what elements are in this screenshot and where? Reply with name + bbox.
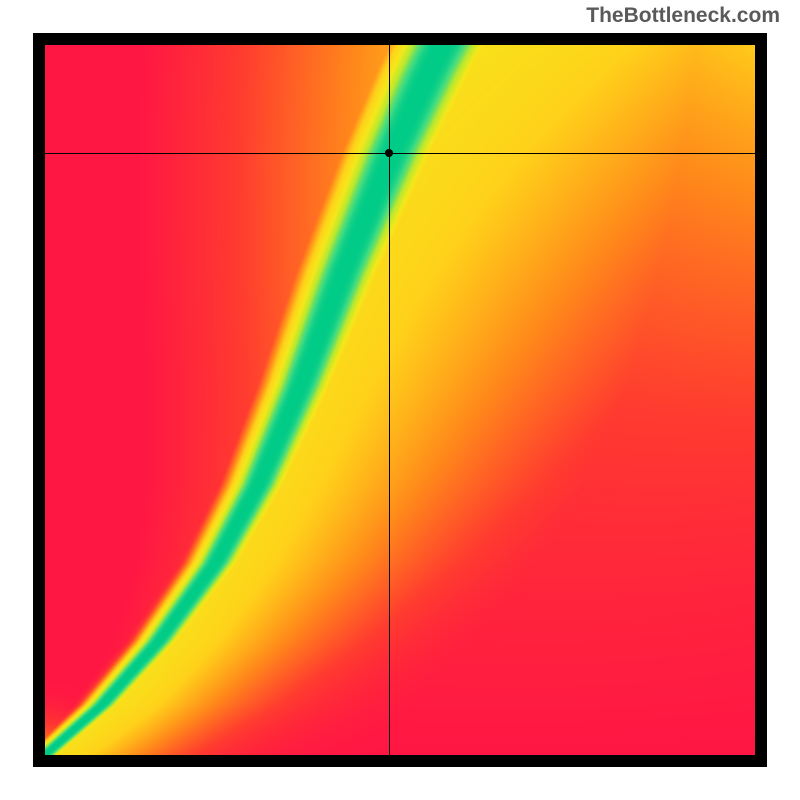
- watermark-text: TheBottleneck.com: [586, 4, 780, 28]
- chart-container: TheBottleneck.com: [0, 0, 800, 800]
- heatmap-canvas: [45, 45, 755, 755]
- plot-inner: [45, 45, 755, 755]
- crosshair-horizontal: [45, 153, 755, 154]
- plot-frame: [33, 33, 767, 767]
- crosshair-point: [385, 149, 393, 157]
